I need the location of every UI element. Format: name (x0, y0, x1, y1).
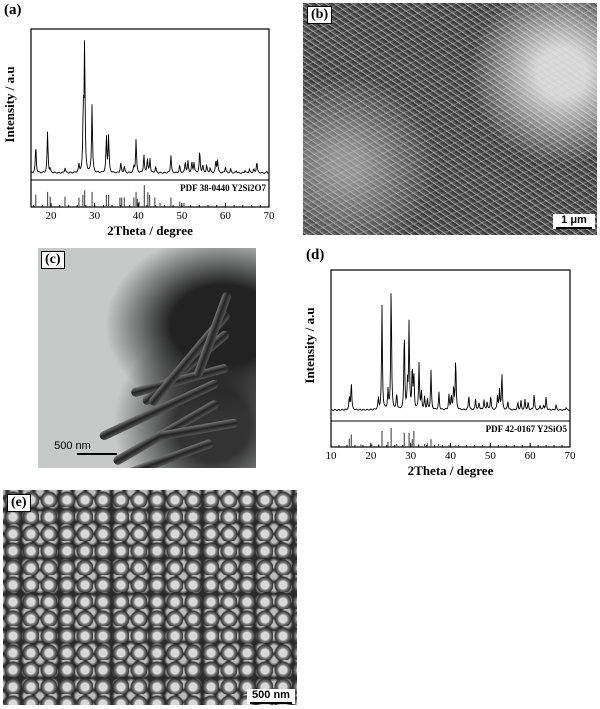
x-axis-label: 2Theta / degree (408, 463, 494, 478)
x-tick-label: 70 (264, 210, 276, 222)
sem-image-particles (3, 490, 297, 705)
xrd-chart-a: PDF 38-0440 Y2Si2O7 20 30 40 50 60 70 2Theta / … (2, 28, 276, 238)
diffraction-curve (330, 293, 571, 411)
x-tick-label: 60 (525, 450, 537, 462)
scale-bar-b: 1 μm (553, 214, 595, 229)
x-tick-label: 20 (365, 450, 377, 462)
scale-bar-e: 500 nm (247, 689, 295, 704)
y-axis-label: Intensity / a.u (302, 307, 317, 383)
reference-label: PDF 38-0440 Y2Si2O7 (180, 183, 266, 193)
x-tick-label: 30 (89, 210, 101, 222)
sem-image-nanorods (303, 3, 597, 235)
panel-b-label: (b) (307, 6, 333, 24)
panel-a-label: (a) (4, 2, 22, 18)
x-axis-label: 2Theta / degree (107, 223, 193, 238)
scale-bar-c: 500 nm (42, 440, 117, 455)
x-tick-label: 20 (46, 210, 58, 222)
nanorod (158, 418, 239, 441)
x-tick-label: 40 (445, 450, 457, 462)
x-tick-label: 70 (565, 450, 577, 462)
x-tick-label: 40 (133, 210, 145, 222)
panel-d-label: (d) (306, 247, 325, 263)
x-tick-label: 50 (176, 210, 188, 222)
diffraction-curve (30, 40, 270, 174)
x-tick-label: 30 (405, 450, 417, 462)
y-axis-label: Intensity / a.u (2, 66, 17, 142)
scale-bar-label: 1 μm (561, 214, 587, 226)
x-tick-label: 60 (220, 210, 232, 222)
panel-c-label: (c) (41, 251, 65, 269)
tem-image-nanorods (38, 248, 256, 468)
scale-bar-label: 500 nm (252, 689, 290, 701)
scale-bar-label: 500 nm (54, 440, 91, 452)
reference-label: PDF 42-0167 Y2SiO5 (486, 424, 568, 434)
x-tick-label: 10 (326, 450, 338, 462)
panel-e-label: (e) (7, 494, 31, 512)
plot-frame (330, 269, 571, 448)
xrd-chart-d: PDF 42-0167 Y2SiO5 10 20 30 40 50 60 70 2Theta /… (302, 269, 577, 478)
x-tick-label: 50 (485, 450, 497, 462)
